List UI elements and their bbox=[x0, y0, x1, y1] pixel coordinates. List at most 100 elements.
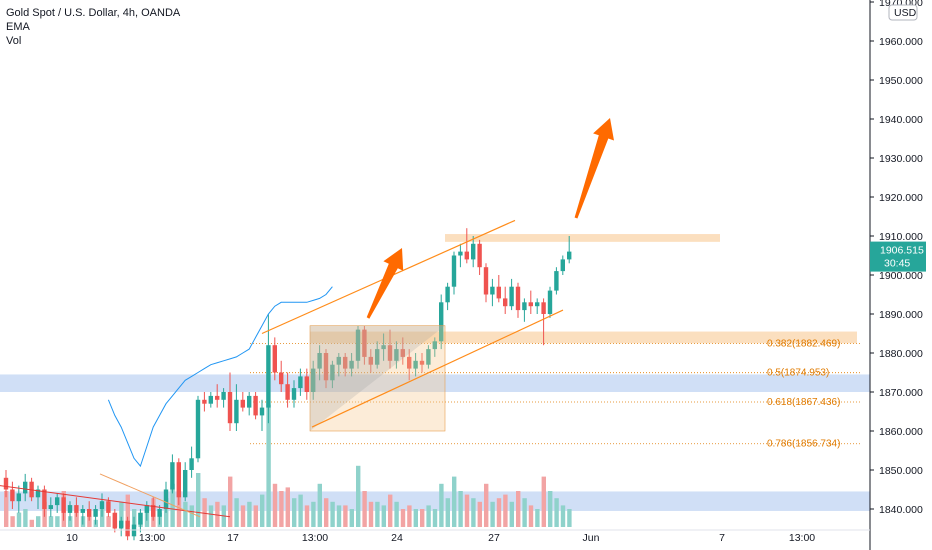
candle-body bbox=[535, 302, 540, 307]
candle-body bbox=[55, 497, 60, 506]
candle-body bbox=[330, 364, 335, 381]
candle-body bbox=[375, 349, 380, 365]
volume-bar bbox=[503, 494, 508, 527]
volume-bar bbox=[196, 473, 201, 527]
candle-body bbox=[183, 470, 188, 498]
ema-line bbox=[107, 286, 333, 468]
candle-body bbox=[355, 329, 361, 361]
last-price-label: 1906.515 bbox=[880, 245, 924, 257]
candle-body bbox=[67, 505, 73, 513]
candle-body bbox=[106, 501, 111, 513]
price-tick-label: 1910.000 bbox=[879, 231, 923, 243]
volume-bar bbox=[48, 516, 54, 527]
candle-body bbox=[234, 399, 239, 424]
trend-drawings bbox=[0, 118, 614, 518]
candle-body bbox=[419, 360, 425, 365]
candle-body bbox=[464, 251, 469, 260]
candle-body bbox=[426, 349, 431, 365]
candle-body bbox=[477, 243, 482, 268]
candle-body bbox=[112, 512, 117, 529]
time-tick-label: 27 bbox=[488, 532, 500, 544]
candle-body bbox=[125, 520, 130, 537]
volume-bar bbox=[477, 501, 482, 527]
candle-body bbox=[170, 462, 175, 490]
candle-body bbox=[48, 505, 53, 509]
volume-bar bbox=[349, 509, 354, 527]
volume-bar bbox=[413, 509, 418, 527]
candle-body bbox=[10, 489, 15, 502]
volume-bar bbox=[234, 498, 239, 527]
candle-body bbox=[80, 509, 85, 513]
volume-bar bbox=[528, 505, 534, 527]
candle-body bbox=[343, 356, 348, 369]
symbol-title[interactable]: Gold Spot / U.S. Dollar, 4h, OANDA bbox=[6, 7, 181, 19]
volume-bar bbox=[458, 491, 463, 527]
zone-supply bbox=[310, 331, 857, 344]
volume-bar bbox=[240, 505, 246, 527]
candle-body bbox=[247, 395, 252, 408]
candle-body bbox=[99, 501, 105, 509]
volume-bar bbox=[100, 509, 105, 527]
volume-bar bbox=[560, 505, 566, 527]
candle-body bbox=[42, 489, 47, 509]
candle-body bbox=[387, 345, 393, 361]
triangle-fill bbox=[310, 325, 445, 431]
candle-body bbox=[189, 458, 194, 470]
candle-body bbox=[35, 489, 41, 498]
price-tick-label: 1960.000 bbox=[879, 36, 923, 48]
candle-body bbox=[291, 388, 297, 400]
fibonacci-levels: 0.382(1882.469) 0.5(1874.953) 0.618(1867.4… bbox=[250, 338, 860, 450]
candle-body bbox=[362, 329, 367, 357]
candle-body bbox=[503, 298, 508, 307]
ema-indicator-label[interactable]: EMA bbox=[6, 21, 30, 33]
candle-body bbox=[298, 376, 303, 389]
candle-body bbox=[567, 251, 572, 260]
volume-bar bbox=[535, 509, 540, 527]
volume-bar bbox=[464, 494, 470, 527]
candle-body bbox=[259, 407, 265, 416]
candle-body bbox=[176, 462, 181, 498]
candle-body bbox=[253, 395, 258, 416]
fib-label: 0.786(1856.734) bbox=[767, 439, 840, 450]
price-tick-label: 1840.000 bbox=[879, 504, 923, 516]
price-tick-label: 1900.000 bbox=[879, 270, 923, 282]
volume-bar bbox=[356, 465, 361, 527]
candle-body bbox=[451, 255, 457, 287]
countdown-label: 30:45 bbox=[884, 258, 910, 270]
candle-body bbox=[119, 520, 124, 529]
volume-bar bbox=[548, 491, 553, 527]
volume-bar bbox=[208, 505, 214, 527]
volume-bar bbox=[375, 501, 380, 527]
volume-indicator-label[interactable]: Vol bbox=[6, 35, 22, 47]
volume-bar bbox=[29, 519, 34, 527]
volume-bar bbox=[36, 516, 41, 527]
price-tick-label: 1880.000 bbox=[879, 348, 923, 360]
volume-bar bbox=[400, 509, 406, 527]
volume-bar bbox=[125, 494, 130, 527]
candle-body bbox=[483, 267, 489, 295]
candle-body bbox=[522, 302, 527, 311]
volume-bar bbox=[74, 512, 79, 527]
time-tick-label: 13:00 bbox=[302, 532, 328, 544]
volume-bar bbox=[260, 494, 265, 527]
candle-body bbox=[400, 349, 405, 357]
currency-label: USD bbox=[894, 7, 917, 19]
time-tick-label: 24 bbox=[391, 532, 403, 544]
candle-body bbox=[515, 286, 521, 311]
volume-bar bbox=[324, 498, 329, 527]
volume-bar bbox=[176, 491, 182, 527]
candle-body bbox=[23, 481, 28, 494]
candle-body bbox=[221, 392, 226, 400]
price-tick-label: 1920.000 bbox=[879, 192, 923, 204]
volume-bar bbox=[106, 516, 111, 527]
volume-bar bbox=[87, 516, 92, 527]
last-price-box bbox=[870, 241, 926, 272]
volume-bar bbox=[311, 501, 316, 527]
candle-body bbox=[317, 353, 322, 369]
volume-bar bbox=[266, 404, 271, 527]
candle-body bbox=[509, 286, 514, 307]
volume-bar bbox=[119, 501, 124, 527]
volume-bar bbox=[522, 498, 527, 527]
candle-body bbox=[445, 286, 450, 303]
